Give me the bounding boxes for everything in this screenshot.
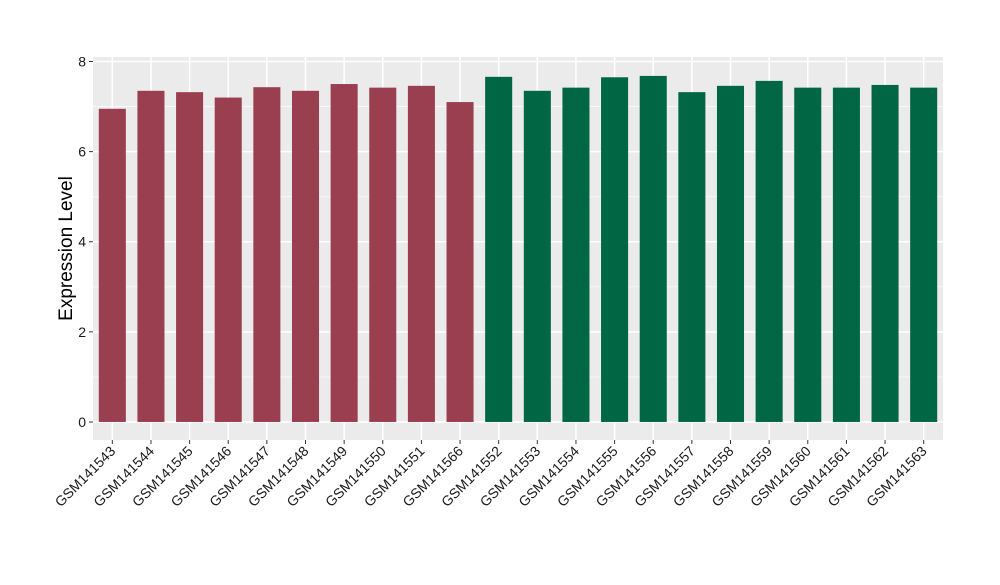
bar-GSM141554 (562, 87, 590, 422)
bar-GSM141549 (330, 84, 358, 422)
y-tick-label: 6 (78, 144, 86, 160)
bar-GSM141563 (910, 87, 938, 422)
bar-GSM141553 (523, 90, 551, 422)
bar-GSM141552 (485, 76, 513, 422)
bars (98, 75, 938, 422)
x-axis: GSM141543GSM141544GSM141545GSM141546GSM1… (52, 440, 930, 510)
y-axis: 0 2 4 6 8 (78, 54, 93, 430)
bar-GSM141548 (291, 90, 320, 422)
bar-GSM141556 (639, 75, 667, 422)
y-axis-title: Expression Level (56, 176, 77, 321)
y-tick-label: 2 (78, 324, 86, 340)
bar-GSM141561 (832, 87, 860, 422)
bar-GSM141546 (214, 97, 242, 422)
bar-GSM141559 (755, 80, 783, 422)
bar-GSM141560 (794, 87, 822, 422)
bar-GSM141544 (137, 90, 165, 422)
y-tick-label: 0 (78, 414, 86, 430)
bar-GSM141545 (176, 92, 204, 422)
bar-GSM141547 (253, 87, 281, 422)
bar-GSM141558 (716, 85, 745, 422)
bar-GSM141543 (98, 108, 126, 422)
bar-GSM141550 (369, 87, 397, 422)
y-tick-label: 8 (78, 54, 86, 70)
bar-GSM141551 (407, 85, 435, 422)
bar-GSM141566 (446, 102, 474, 422)
bar-GSM141562 (871, 84, 899, 422)
bar-GSM141555 (601, 77, 629, 422)
y-tick-label: 4 (78, 234, 86, 250)
bar-GSM141557 (678, 92, 706, 422)
